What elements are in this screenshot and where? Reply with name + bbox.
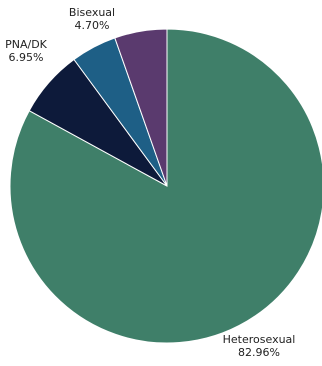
slice-unlabeled-3 [114, 28, 168, 187]
slice-value-bisexual: 4.70% [75, 19, 110, 32]
pie-slices [9, 28, 322, 344]
slice-label-bisexual: Bisexual 4.70% [69, 6, 115, 32]
slice-name-pna-dk: PNA/DK [5, 38, 48, 51]
slice-value-pna-dk: 6.95% [9, 51, 44, 64]
slice-labels: Heterosexual 82.96% PNA/DK 6.95% Bisexual 4.7… [5, 6, 295, 359]
slice-label-pna-dk: PNA/DK 6.95% [5, 38, 48, 64]
slice-value-heterosexual: 82.96% [238, 346, 280, 359]
slice-label-heterosexual: Heterosexual 82.96% [223, 333, 296, 359]
slice-name-heterosexual: Heterosexual [223, 333, 296, 346]
slice-name-bisexual: Bisexual [69, 6, 115, 19]
